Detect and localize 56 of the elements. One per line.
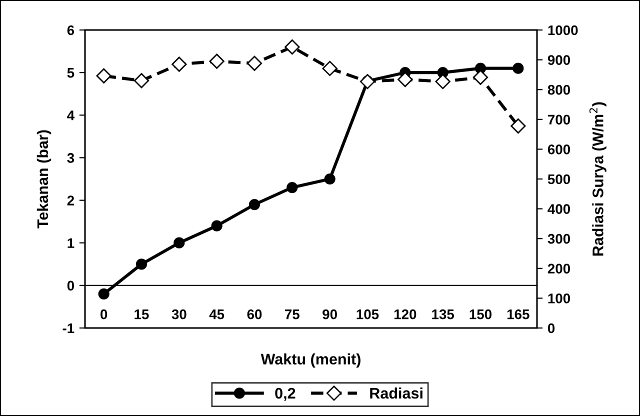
y2-tick-label: 300	[548, 234, 570, 244]
y2-axis-title: Radiasi Surya (W/m$^{2}$)	[589, 102, 606, 256]
point	[174, 237, 185, 248]
y-tick-label: 4	[67, 110, 75, 120]
point	[284, 39, 300, 55]
point	[286, 182, 298, 194]
point	[322, 60, 338, 76]
x-axis-title: Waktu (menit)	[260, 353, 360, 368]
x-tick-label: 150	[470, 309, 492, 320]
y2-tick-label: 0	[548, 323, 555, 334]
y-tick-label: -1	[62, 323, 74, 334]
y-tick-label: 0	[67, 280, 74, 291]
point	[435, 74, 450, 90]
point	[510, 118, 526, 134]
x-tick-label: 60	[247, 309, 262, 320]
x-tick-label: 165	[507, 309, 530, 320]
point	[209, 54, 224, 69]
point	[136, 258, 148, 270]
y2-tick-label: 400	[548, 204, 570, 214]
point	[96, 68, 112, 84]
y2-tick-label: 100	[548, 294, 570, 304]
x-tick-label: 75	[285, 310, 300, 320]
y2-tick-label: 600	[548, 144, 570, 154]
point	[512, 62, 524, 74]
y-tick-label: 1	[68, 238, 74, 248]
point	[134, 73, 150, 88]
legend-label: 0,2	[275, 388, 296, 401]
x-tick-label: 135	[432, 309, 454, 320]
x-tick-label: 15	[134, 310, 149, 320]
y2-tick-label: 700	[548, 114, 570, 125]
y2-tick-label: 500	[548, 174, 570, 184]
point	[248, 198, 260, 210]
y-axis-title: Tekanan (bar)	[36, 130, 52, 228]
x-tick-label: 30	[172, 309, 186, 320]
y-tick-label: 5	[67, 68, 74, 78]
y2-tick-label: 1000	[548, 25, 578, 36]
x-tick-label: 45	[209, 310, 224, 320]
point	[211, 220, 222, 232]
y-tick-label: 3	[67, 153, 74, 163]
point	[360, 74, 376, 90]
point	[324, 173, 336, 185]
y2-tick-label: 200	[548, 264, 570, 274]
point	[98, 288, 110, 300]
point	[172, 56, 187, 72]
y-tick-label: 2	[67, 196, 74, 206]
y-tick-label: 6	[67, 25, 74, 36]
legend-label: Radiasi	[370, 387, 422, 399]
x-tick-label: 105	[356, 309, 379, 320]
x-tick-label: 0	[100, 309, 108, 320]
point	[398, 72, 413, 88]
x-tick-label: 90	[322, 309, 337, 320]
x-tick-label: 120	[394, 309, 416, 320]
y2-tick-label: 800	[548, 84, 570, 95]
y2-tick-label: 900	[548, 55, 570, 65]
point	[246, 56, 262, 71]
point	[472, 70, 488, 85]
